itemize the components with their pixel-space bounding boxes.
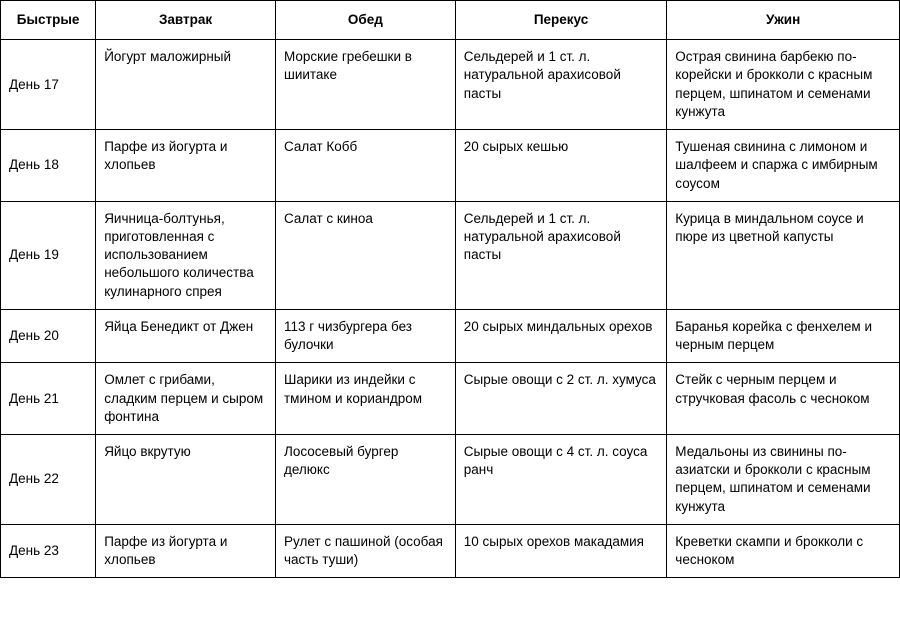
cell-day: День 23 bbox=[1, 524, 96, 577]
cell-day: День 22 bbox=[1, 434, 96, 524]
table-row: День 17Йогурт маложирныйМорские гребешки… bbox=[1, 40, 900, 130]
cell-snack: Сельдерей и 1 ст. л. натуральной арахисо… bbox=[455, 201, 667, 309]
col-header-snack: Перекус bbox=[455, 1, 667, 40]
cell-dinner: Креветки скампи и брокколи с чесноком bbox=[667, 524, 900, 577]
table-row: День 18Парфе из йогурта и хлопьевСалат К… bbox=[1, 130, 900, 202]
cell-day: День 21 bbox=[1, 363, 96, 435]
table-row: День 23Парфе из йогурта и хлопьевРулет с… bbox=[1, 524, 900, 577]
meal-plan-table: Быстрые Завтрак Обед Перекус Ужин День 1… bbox=[0, 0, 900, 578]
cell-lunch: 113 г чизбургера без булочки bbox=[275, 309, 455, 362]
cell-lunch: Салат Кобб bbox=[275, 130, 455, 202]
cell-lunch: Рулет с пашиной (особая часть туши) bbox=[275, 524, 455, 577]
cell-day: День 20 bbox=[1, 309, 96, 362]
table-row: День 20Яйца Бенедикт от Джен113 г чизбур… bbox=[1, 309, 900, 362]
table-row: День 21Омлет с грибами, сладким перцем и… bbox=[1, 363, 900, 435]
cell-dinner: Тушеная свинина с лимоном и шалфеем и сп… bbox=[667, 130, 900, 202]
col-header-breakfast: Завтрак bbox=[96, 1, 276, 40]
col-header-lunch: Обед bbox=[275, 1, 455, 40]
table-body: День 17Йогурт маложирныйМорские гребешки… bbox=[1, 40, 900, 578]
cell-lunch: Лососевый бургер делюкс bbox=[275, 434, 455, 524]
table-row: День 22Яйцо вкрутуюЛососевый бургер делю… bbox=[1, 434, 900, 524]
meal-plan-table-wrap: Быстрые Завтрак Обед Перекус Ужин День 1… bbox=[0, 0, 900, 578]
cell-breakfast: Яйцо вкрутую bbox=[96, 434, 276, 524]
cell-snack: Сырые овощи с 4 ст. л. соуса ранч bbox=[455, 434, 667, 524]
cell-dinner: Острая свинина барбекю по-корейски и бро… bbox=[667, 40, 900, 130]
cell-snack: 20 сырых миндальных орехов bbox=[455, 309, 667, 362]
cell-breakfast: Омлет с грибами, сладким перцем и сыром … bbox=[96, 363, 276, 435]
cell-dinner: Медальоны из свинины по-азиатски и брокк… bbox=[667, 434, 900, 524]
table-header-row: Быстрые Завтрак Обед Перекус Ужин bbox=[1, 1, 900, 40]
cell-day: День 17 bbox=[1, 40, 96, 130]
cell-snack: 10 сырых орехов макадамия bbox=[455, 524, 667, 577]
cell-lunch: Морские гребешки в шиитаке bbox=[275, 40, 455, 130]
col-header-day: Быстрые bbox=[1, 1, 96, 40]
cell-breakfast: Парфе из йогурта и хлопьев bbox=[96, 130, 276, 202]
cell-snack: Сельдерей и 1 ст. л. натуральной арахисо… bbox=[455, 40, 667, 130]
cell-snack: Сырые овощи с 2 ст. л. хумуса bbox=[455, 363, 667, 435]
cell-lunch: Шарики из индейки с тмином и кориандром bbox=[275, 363, 455, 435]
cell-breakfast: Йогурт маложирный bbox=[96, 40, 276, 130]
cell-breakfast: Яйца Бенедикт от Джен bbox=[96, 309, 276, 362]
cell-breakfast: Яичница-болтунья, приготовленная с испол… bbox=[96, 201, 276, 309]
cell-day: День 19 bbox=[1, 201, 96, 309]
cell-breakfast: Парфе из йогурта и хлопьев bbox=[96, 524, 276, 577]
cell-dinner: Курица в миндальном соусе и пюре из цвет… bbox=[667, 201, 900, 309]
cell-dinner: Баранья корейка с фенхелем и черным перц… bbox=[667, 309, 900, 362]
table-row: День 19Яичница-болтунья, приготовленная … bbox=[1, 201, 900, 309]
cell-day: День 18 bbox=[1, 130, 96, 202]
cell-snack: 20 сырых кешью bbox=[455, 130, 667, 202]
cell-lunch: Салат с киноа bbox=[275, 201, 455, 309]
cell-dinner: Стейк с черным перцем и стручковая фасол… bbox=[667, 363, 900, 435]
col-header-dinner: Ужин bbox=[667, 1, 900, 40]
